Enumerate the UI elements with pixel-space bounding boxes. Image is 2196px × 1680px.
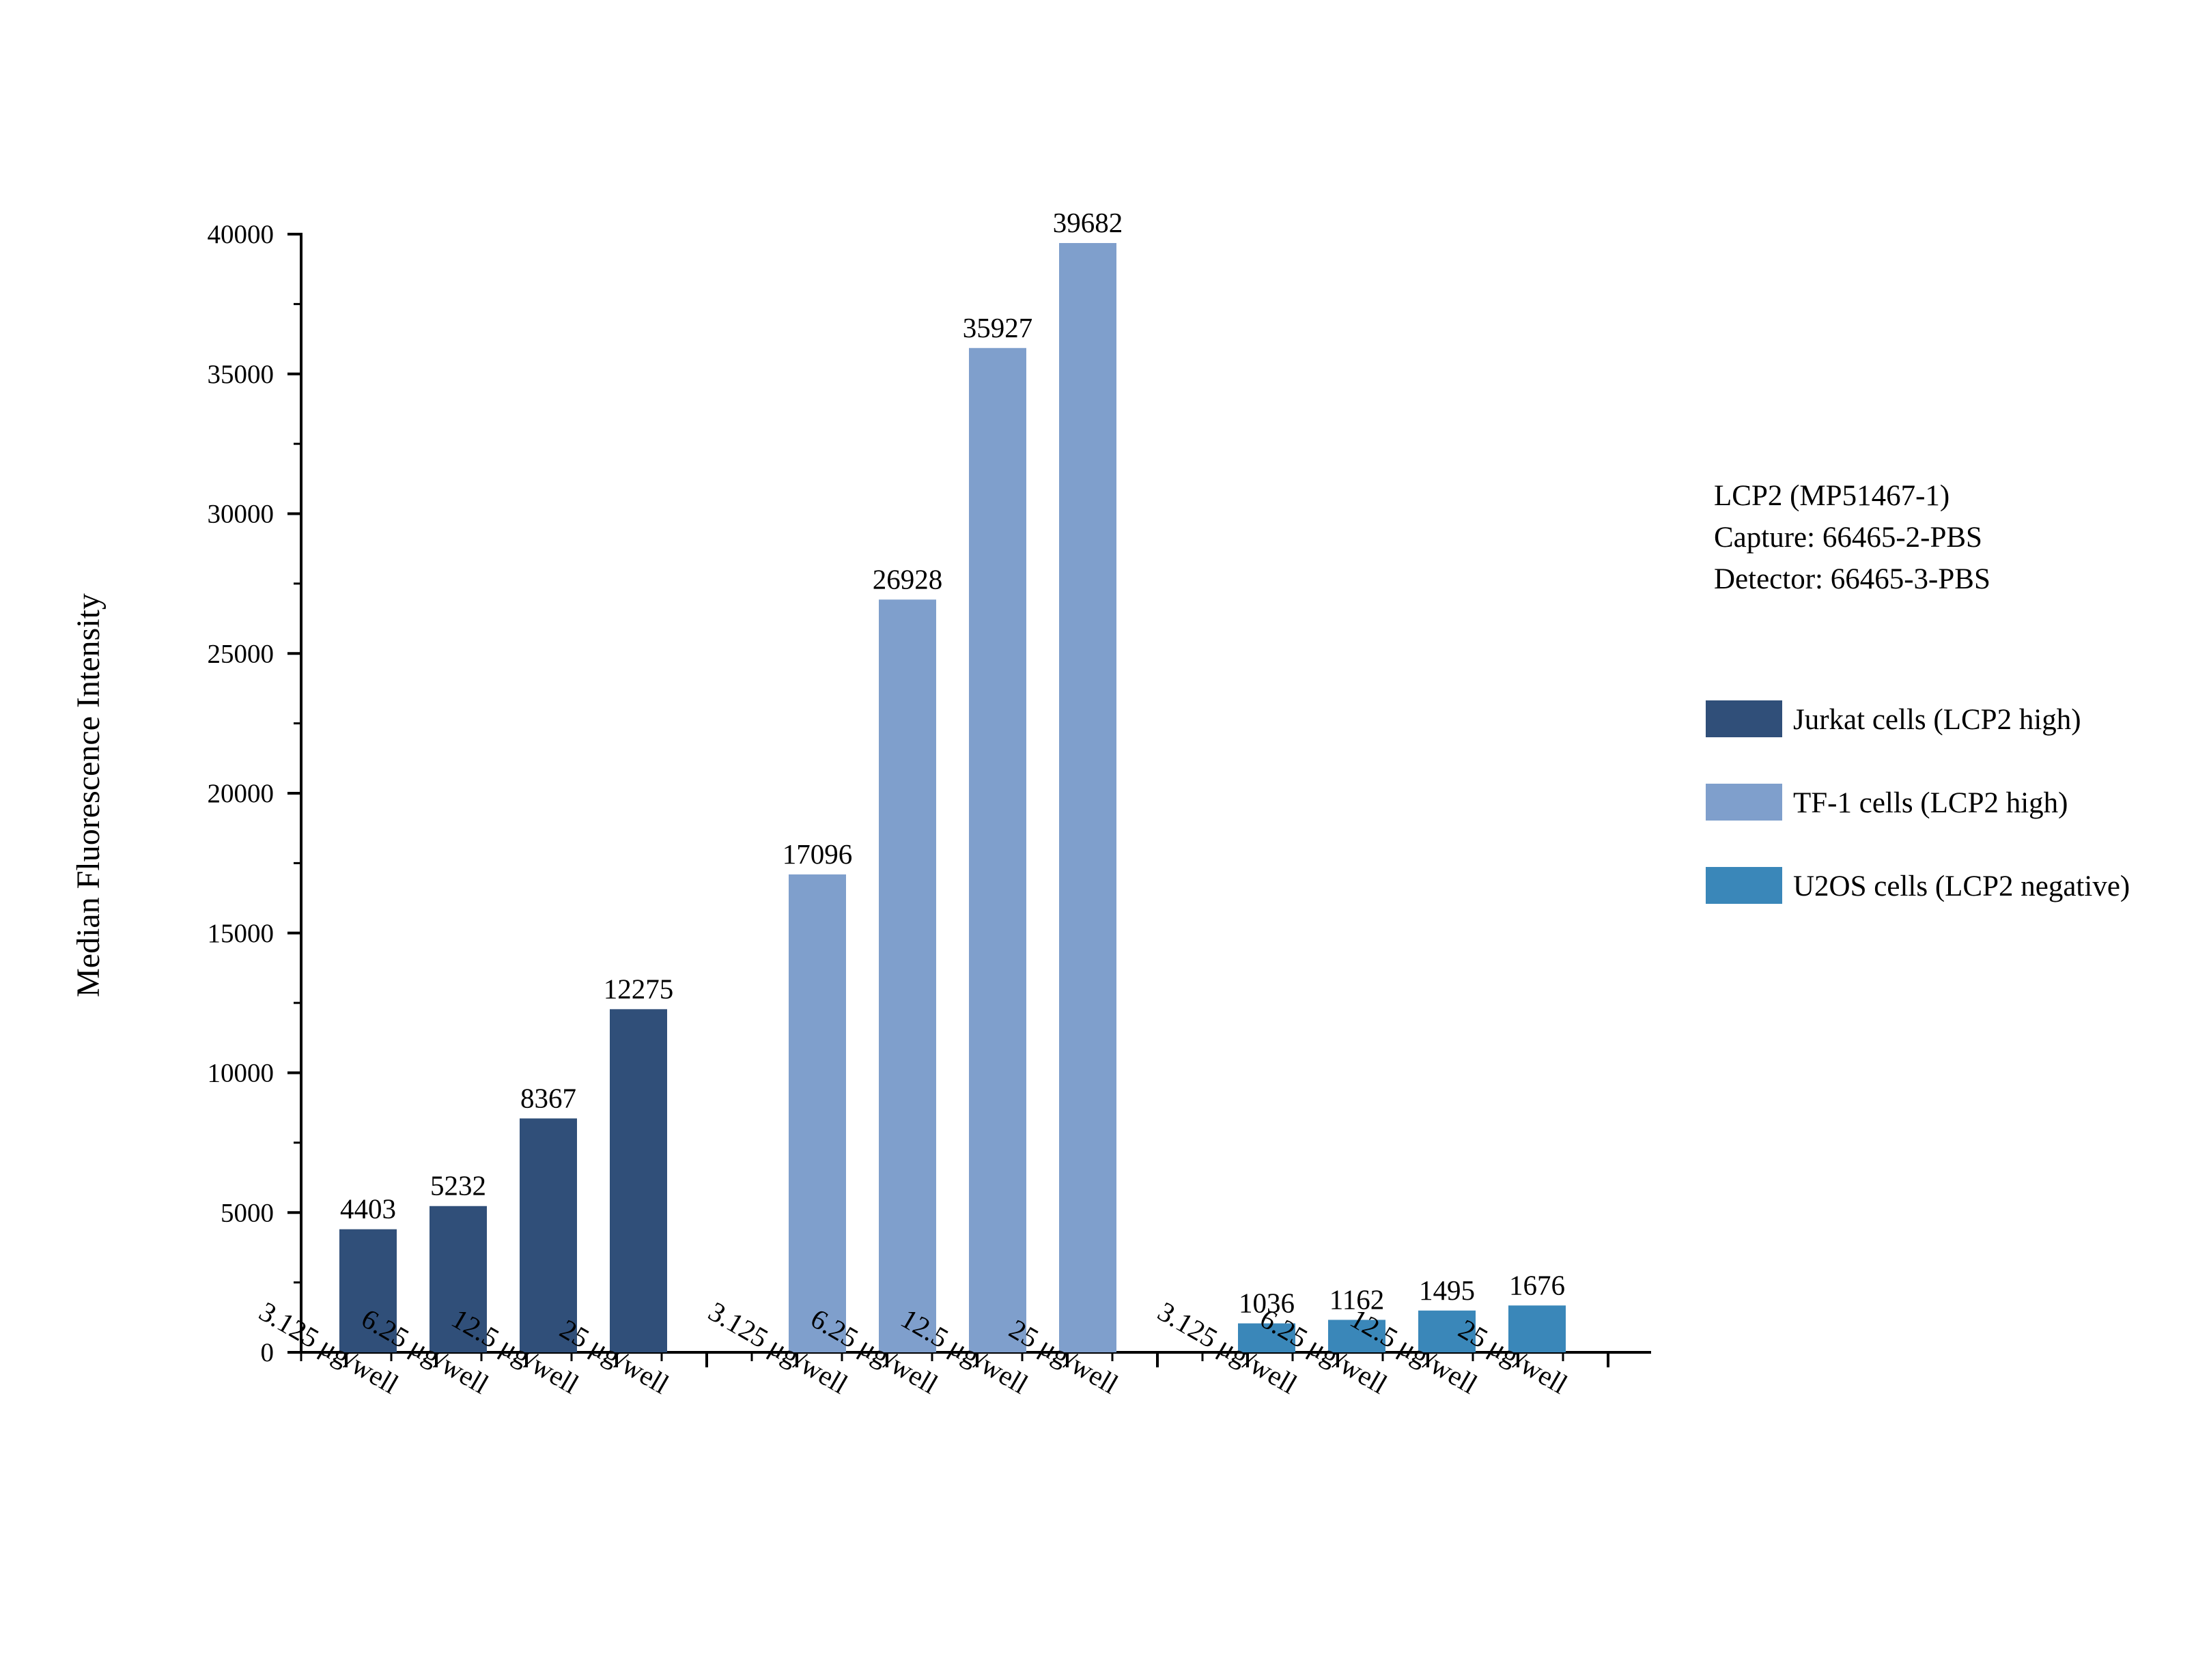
data-label: 8367 xyxy=(520,1082,576,1113)
y-tick-label: 0 xyxy=(261,1338,274,1367)
legend-label: U2OS cells (LCP2 negative) xyxy=(1793,870,2130,902)
data-label: 17096 xyxy=(783,838,853,870)
bar xyxy=(1508,1305,1566,1352)
y-tick-label: 20000 xyxy=(208,779,274,808)
data-label: 1162 xyxy=(1329,1283,1384,1315)
y-tick-label: 5000 xyxy=(221,1198,274,1227)
y-tick-label: 40000 xyxy=(208,220,274,249)
bar xyxy=(610,1009,667,1352)
y-axis-title: Median Fluorescence Intensity xyxy=(70,593,107,997)
legend-label: Jurkat cells (LCP2 high) xyxy=(1793,704,2081,736)
data-label: 39682 xyxy=(1053,207,1123,238)
bar xyxy=(1328,1320,1385,1352)
y-tick-label: 10000 xyxy=(208,1059,274,1088)
annotation-line: Capture: 66465-2-PBS xyxy=(1714,522,1982,554)
legend-swatch xyxy=(1706,700,1782,737)
bar xyxy=(879,599,936,1353)
bar xyxy=(969,347,1026,1353)
y-axis: 0 5000 10000 15000 20000 25000 30000 35000 40000 xyxy=(208,220,302,1367)
legend-label: TF-1 cells (LCP2 high) xyxy=(1793,787,2068,819)
bar xyxy=(339,1229,397,1352)
bars xyxy=(339,243,1566,1353)
y-tick-label: 25000 xyxy=(208,639,274,668)
data-label: 26928 xyxy=(873,563,943,595)
bar xyxy=(1418,1310,1476,1352)
data-label: 12275 xyxy=(604,973,674,1004)
legend-swatch xyxy=(1706,867,1782,904)
data-label: 35927 xyxy=(963,312,1033,343)
data-label: 1036 xyxy=(1239,1287,1295,1319)
bar xyxy=(789,874,846,1352)
y-tick-label: 35000 xyxy=(208,360,274,389)
legend: Jurkat cells (LCP2 high) TF-1 cells (LCP2… xyxy=(1706,700,2130,904)
bar xyxy=(520,1118,577,1352)
annotation-line: Detector: 66465-3-PBS xyxy=(1714,563,1990,595)
data-label: 4403 xyxy=(340,1193,396,1225)
bar xyxy=(430,1206,487,1352)
annotation-line: LCP2 (MP51467-1) xyxy=(1714,480,1949,512)
legend-swatch xyxy=(1706,784,1782,821)
data-label: 1676 xyxy=(1509,1269,1565,1300)
bar xyxy=(1238,1323,1295,1352)
data-label: 5232 xyxy=(430,1170,486,1201)
y-tick-label: 30000 xyxy=(208,500,274,529)
bar xyxy=(1059,243,1116,1352)
data-label: 1495 xyxy=(1419,1275,1475,1306)
data-labels: 4403 5232 8367 12275 17096 26928 35927 39682 103… xyxy=(340,207,1565,1319)
y-tick-label: 15000 xyxy=(208,919,274,948)
annotation-block: LCP2 (MP51467-1) Capture: 66465-2-PBS De… xyxy=(1714,480,1990,595)
